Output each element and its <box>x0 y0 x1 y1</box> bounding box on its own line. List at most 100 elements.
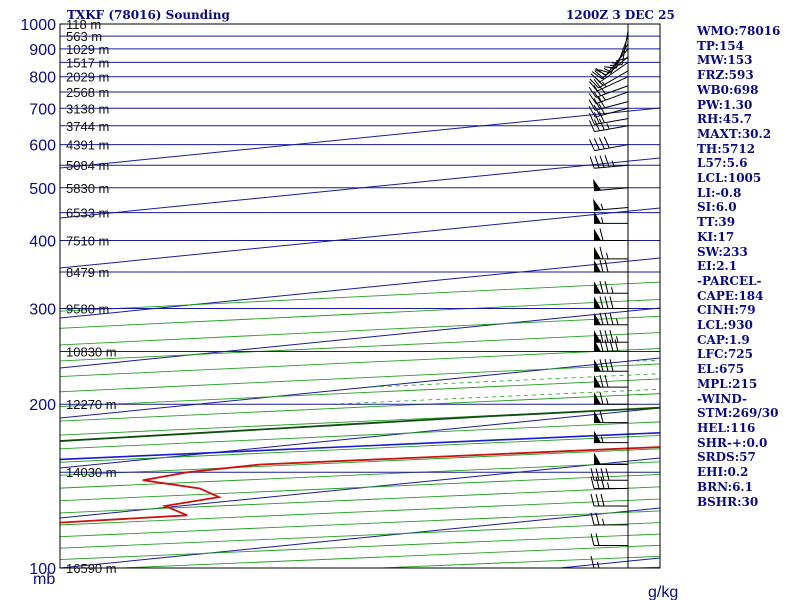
index-item: PW:1.30 <box>697 97 753 112</box>
index-item: CAPE:184 <box>697 288 764 303</box>
dry-adiabat-line <box>60 510 660 538</box>
pressure-tick-label: 600 <box>29 138 56 155</box>
index-item: KI:17 <box>697 229 735 244</box>
wind-barb <box>589 111 629 126</box>
wind-barb <box>590 533 628 546</box>
dry-adiabat-line <box>60 332 660 362</box>
index-item: STM:269/30 <box>697 406 779 421</box>
wind-barb <box>593 178 629 192</box>
wind-barb <box>589 70 629 89</box>
wind-barb <box>594 430 628 444</box>
dry-adiabat-line <box>60 522 660 549</box>
index-item: CINH:79 <box>697 303 756 318</box>
height-label: 3744 m <box>66 119 109 134</box>
pressure-tick-label: 900 <box>29 42 56 59</box>
index-item: MPL:215 <box>697 376 758 391</box>
dry-adiabat-line <box>60 448 660 476</box>
dry-adiabat-line <box>60 363 660 393</box>
dry-adiabat-line <box>60 281 660 312</box>
wind-barb <box>589 136 629 152</box>
index-item: SRDS:57 <box>697 450 756 465</box>
index-item: EHI:0.2 <box>697 465 749 480</box>
wind-barb <box>594 296 628 309</box>
index-item: WMO:78016 <box>697 24 781 38</box>
wind-barb <box>588 96 629 111</box>
wind-barb <box>588 85 629 98</box>
height-label: 10830 m <box>66 345 117 360</box>
index-item: SI:6.0 <box>697 200 737 215</box>
index-item: RH:45.7 <box>697 112 752 127</box>
height-label: 7510 m <box>66 233 109 248</box>
height-label: 14030 m <box>66 465 117 480</box>
dry-adiabat-line <box>60 421 660 450</box>
height-label: 563 m <box>66 29 102 44</box>
isotherm-line <box>60 507 660 568</box>
index-item: LI:-0.8 <box>697 185 742 200</box>
index-item: MW:153 <box>697 53 753 68</box>
temperature-trace <box>60 446 660 547</box>
index-item: SHR-+:0.0 <box>697 435 768 450</box>
wind-barb <box>594 246 628 260</box>
dry-adiabat-line <box>60 434 660 463</box>
height-label: 5830 m <box>66 181 109 196</box>
dry-adiabat-line <box>60 298 660 329</box>
isotherm-line <box>60 107 660 169</box>
index-item: LFC:725 <box>697 347 753 362</box>
height-label: 12270 m <box>66 397 117 412</box>
isotherm-line <box>60 157 660 219</box>
index-item: CAP:1.9 <box>697 332 750 347</box>
pressure-tick-label: 700 <box>29 101 56 118</box>
wind-barb <box>589 155 629 169</box>
height-label: 5084 m <box>66 158 109 173</box>
pressure-tick-label: 500 <box>29 181 56 198</box>
index-item: WB0:698 <box>697 82 759 97</box>
index-item: TT:39 <box>697 215 736 230</box>
height-label: 2568 m <box>66 85 109 100</box>
dry-adiabat-line <box>60 473 660 502</box>
pressure-tick-label: 300 <box>29 301 56 318</box>
index-item: HEL:116 <box>697 420 756 435</box>
index-item: -PARCEL- <box>697 273 762 288</box>
isotherm-line <box>60 257 660 319</box>
wind-barb <box>590 512 628 526</box>
isotherm-line <box>60 407 660 469</box>
dry-adiabat-line <box>60 393 660 422</box>
pressure-tick-label: 100 <box>29 561 56 578</box>
wind-barb <box>594 330 628 343</box>
wind-barb <box>589 118 629 133</box>
index-item: LCL:930 <box>697 318 753 333</box>
index-item: -WIND- <box>697 391 747 406</box>
height-label: 3138 m <box>66 101 109 116</box>
wind-barb <box>590 555 628 569</box>
sounding-indices-panel: WMO:78016 TP:154 MW:153 FRZ:593 WB0:698 PW:1.… <box>697 24 797 509</box>
height-label: 1029 m <box>66 42 109 57</box>
pressure-tick-label: 400 <box>29 233 56 250</box>
height-label: 16590 m <box>66 561 117 576</box>
wind-barb <box>594 339 628 353</box>
dry-adiabat-line <box>60 407 660 436</box>
wind-barb <box>594 228 628 241</box>
index-item: SW:233 <box>697 244 748 259</box>
wind-barb <box>588 91 629 105</box>
height-label: 1517 m <box>66 55 109 70</box>
wind-barb <box>594 259 628 273</box>
sounding-time: 1200Z 3 DEC 25 <box>566 8 675 22</box>
height-label: 6533 m <box>66 206 109 221</box>
dry-adiabat-line <box>60 498 660 526</box>
dry-adiabat-line <box>60 486 660 514</box>
index-item: L57:5.6 <box>697 156 748 171</box>
wind-barb <box>594 211 628 224</box>
height-label: 8479 m <box>66 265 109 280</box>
dry-adiabat-line <box>60 533 660 560</box>
wind-barb <box>594 375 628 388</box>
index-item: TH:5712 <box>697 141 756 156</box>
height-label: 9580 m <box>66 301 109 316</box>
index-item: MAXT:30.2 <box>697 126 772 141</box>
height-label: 4391 m <box>66 138 109 153</box>
wind-barb <box>590 468 628 481</box>
pressure-tick-label: 800 <box>29 70 56 87</box>
pressure-unit-label: mb <box>33 571 55 588</box>
wind-barb <box>594 452 628 465</box>
index-item: TP:154 <box>697 38 745 53</box>
